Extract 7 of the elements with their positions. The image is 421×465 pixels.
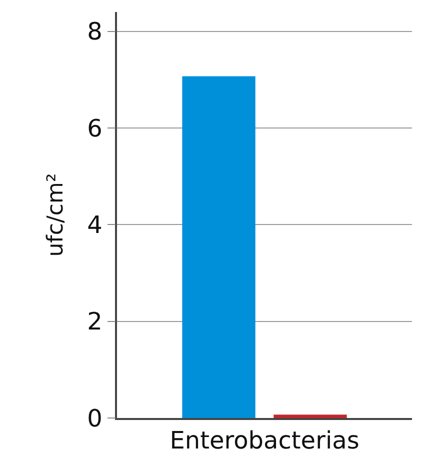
y-tick-label: 8 (87, 18, 102, 46)
x-tick-label: Enterobacterias (170, 426, 360, 455)
y-tick-label: 4 (87, 211, 102, 240)
y-axis-title: ufc/cm² (43, 173, 68, 257)
y-tick-label: 6 (87, 114, 102, 142)
y-tick-label: 2 (87, 308, 102, 336)
y-tick-label: 0 (87, 404, 102, 432)
